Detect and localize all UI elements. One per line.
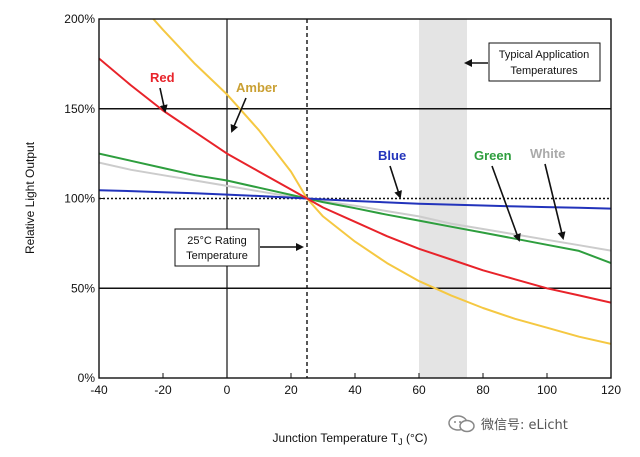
x-tick-label: -40 bbox=[90, 383, 108, 397]
x-tick-label: 20 bbox=[284, 383, 298, 397]
series-label-green: Green bbox=[474, 148, 512, 163]
y-tick-label: 50% bbox=[71, 281, 95, 295]
typical-annotation: Typical Application Temperatures bbox=[488, 42, 601, 82]
y-axis-label: Relative Light Output bbox=[23, 141, 37, 254]
arrow-green bbox=[491, 165, 521, 242]
typical-line-1: Typical Application bbox=[499, 49, 590, 61]
y-tick-label: 0% bbox=[78, 371, 96, 385]
x-tick-label: 60 bbox=[412, 383, 426, 397]
x-tick-label: 100 bbox=[537, 383, 557, 397]
reference-lines bbox=[99, 19, 611, 378]
rating-line-2: Temperature bbox=[186, 250, 248, 262]
arrow-blue bbox=[389, 165, 402, 199]
y-tick-label: 150% bbox=[64, 102, 95, 116]
x-axis-label: Junction Temperature TJ (°C) bbox=[273, 431, 428, 447]
x-tick-label: 120 bbox=[601, 383, 621, 397]
series-line-red bbox=[99, 57, 611, 304]
typical-line-2: Temperatures bbox=[510, 65, 578, 77]
y-tick-label: 100% bbox=[64, 192, 95, 206]
series-label-white: White bbox=[530, 146, 565, 161]
series-label-blue: Blue bbox=[378, 148, 406, 163]
x-tick-label: 0 bbox=[224, 383, 231, 397]
series-line-amber bbox=[152, 19, 611, 345]
series-label-red: Red bbox=[150, 70, 175, 85]
arrow-white bbox=[544, 163, 566, 240]
series-label-amber: Amber bbox=[236, 80, 277, 95]
x-tick-label: 80 bbox=[476, 383, 490, 397]
wechat-icon bbox=[448, 414, 475, 432]
arrow-red bbox=[159, 87, 168, 113]
watermark-text: 微信号: eLicht bbox=[481, 418, 568, 433]
x-tick-label: 40 bbox=[348, 383, 362, 397]
axis-ticks: -40 -20 0 20 40 60 80 100 120 0% 50% 100% 150% 200% bbox=[64, 12, 621, 397]
rating-annotation: 25°C Rating Temperature bbox=[174, 228, 260, 267]
watermark: 微信号: eLicht bbox=[447, 414, 568, 433]
series-line-blue bbox=[99, 189, 611, 210]
arrow-amber bbox=[230, 97, 247, 133]
rating-line-1: 25°C Rating bbox=[187, 235, 246, 247]
x-tick-label: -20 bbox=[154, 383, 172, 397]
y-tick-label: 200% bbox=[64, 12, 95, 26]
